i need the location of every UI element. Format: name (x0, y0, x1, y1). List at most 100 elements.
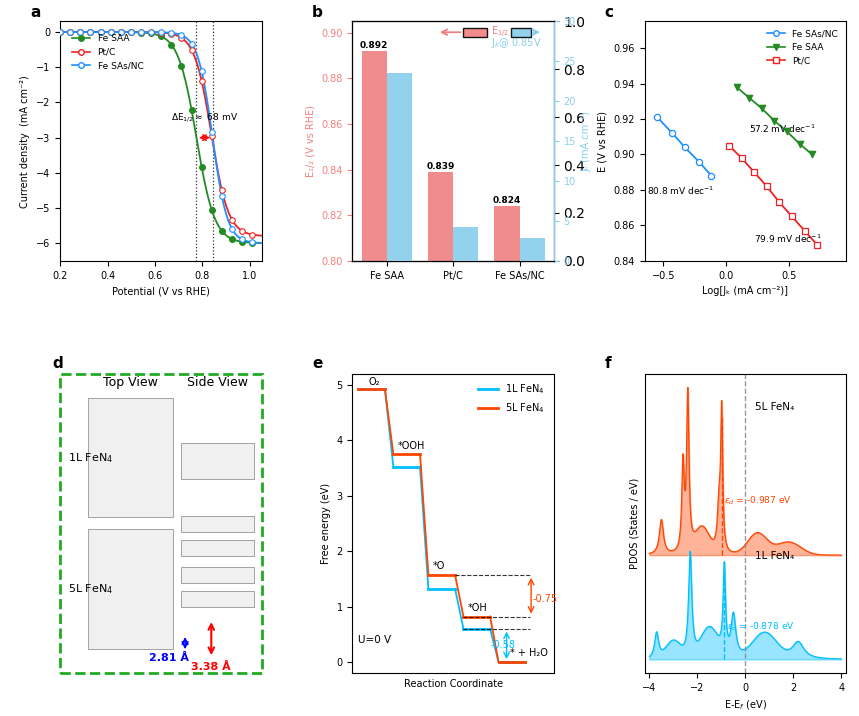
Text: e: e (312, 356, 322, 371)
Point (83, 26, 97, 38)
Point (155, 31, 168, 42)
Point (225, 233, 239, 245)
Bar (181, 540, 253, 556)
Text: 1L FeN₄: 1L FeN₄ (755, 551, 795, 561)
Bar (88, 529, 173, 649)
Y-axis label: Jₖ (mA cm⁻²): Jₖ (mA cm⁻²) (582, 111, 592, 172)
Bar (88, 398, 173, 518)
Point (104, 26, 118, 38)
Text: 80.8 mV dec$^{-1}$: 80.8 mV dec$^{-1}$ (647, 185, 715, 197)
Text: -0.75: -0.75 (533, 594, 558, 604)
Y-axis label: E (V vs RHE): E (V vs RHE) (598, 111, 608, 172)
Point (64, 26, 77, 38)
Text: * + H₂O: * + H₂O (510, 649, 548, 659)
Text: a: a (30, 5, 40, 20)
Text: O₂: O₂ (369, 377, 380, 387)
Point (53, 26, 67, 38)
Text: J$_k$@ 0.85V: J$_k$@ 0.85V (491, 36, 542, 50)
Point (760, 180, 774, 192)
Point (810, 239, 824, 251)
Point (64, 26, 77, 38)
Text: 3.38 Å: 3.38 Å (192, 662, 231, 672)
Point (83, 26, 97, 38)
Point (104, 26, 118, 38)
Point (94, 26, 107, 38)
Point (155, 26, 168, 38)
Point (704, 170, 718, 181)
Point (722, 140, 736, 151)
Point (742, 92, 756, 103)
Legend: Fe SAA, Pt/C, Fe SAs/NC: Fe SAA, Pt/C, Fe SAs/NC (69, 31, 147, 74)
Point (134, 26, 148, 38)
Bar (181, 516, 253, 533)
Text: $\epsilon_d$ = -0.878 eV: $\epsilon_d$ = -0.878 eV (727, 620, 795, 632)
Point (144, 26, 158, 38)
X-axis label: Reaction Coordinate: Reaction Coordinate (404, 679, 503, 689)
Point (729, 82, 743, 93)
Point (134, 26, 148, 38)
Text: 2.81 Å: 2.81 Å (149, 653, 189, 663)
Point (164, 39, 178, 50)
Point (205, 126, 219, 137)
Y-axis label: E₁/₂ (V vs RHE): E₁/₂ (V vs RHE) (306, 105, 315, 177)
Point (114, 26, 128, 38)
Point (53, 26, 67, 38)
Y-axis label: Current density  (mA cm⁻²): Current density (mA cm⁻²) (21, 74, 30, 208)
Point (124, 26, 137, 38)
Point (678, 142, 691, 153)
Legend: Fe SAs/NC, Fe SAA, Pt/C: Fe SAs/NC, Fe SAA, Pt/C (764, 26, 842, 69)
Bar (454, 227, 478, 261)
Bar (387, 73, 412, 261)
X-axis label: E-E$_f$ (eV): E-E$_f$ (eV) (724, 698, 767, 712)
Point (215, 190, 228, 202)
Bar (520, 238, 545, 261)
Point (734, 153, 748, 164)
Point (235, 236, 249, 248)
Point (83, 26, 97, 38)
Point (235, 233, 249, 245)
Point (195, 161, 209, 173)
Point (144, 26, 158, 38)
Point (246, 229, 259, 241)
Point (185, 44, 198, 56)
Text: *O: *O (433, 561, 445, 571)
Y-axis label: PDOS (States / eV): PDOS (States / eV) (629, 478, 639, 569)
Point (805, 149, 819, 160)
Text: f: f (604, 356, 611, 371)
Text: E$_{1/2}$: E$_{1/2}$ (491, 24, 509, 40)
X-axis label: Potential (V vs RHE): Potential (V vs RHE) (112, 286, 210, 296)
Point (767, 115, 781, 127)
Text: b: b (312, 5, 323, 20)
Point (74, 26, 88, 38)
Point (691, 156, 705, 168)
Point (772, 197, 786, 208)
Point (134, 26, 148, 38)
X-axis label: Log[Jₖ (mA cm⁻²)]: Log[Jₖ (mA cm⁻²)] (703, 286, 789, 296)
Text: *OH: *OH (468, 603, 488, 613)
Point (235, 225, 249, 236)
Text: Side View: Side View (186, 376, 248, 389)
Point (780, 126, 794, 137)
Point (124, 26, 137, 38)
Point (174, 29, 188, 41)
Text: 1L FeN$_4$: 1L FeN$_4$ (68, 451, 113, 465)
Bar (494, 206, 520, 716)
Point (94, 26, 107, 38)
Text: 5L FeN$_4$: 5L FeN$_4$ (68, 582, 113, 596)
Point (53, 26, 67, 38)
Point (185, 38, 198, 49)
Bar (428, 172, 454, 716)
Point (64, 26, 77, 38)
Text: $\epsilon_d$ = -0.987 eV: $\epsilon_d$ = -0.987 eV (724, 494, 792, 506)
Text: 5L FeN₄: 5L FeN₄ (755, 402, 795, 412)
Point (174, 60, 188, 72)
Point (755, 102, 769, 114)
Text: c: c (604, 5, 613, 20)
Text: 79.9 mV dec$^{-1}$: 79.9 mV dec$^{-1}$ (754, 233, 822, 245)
Point (205, 131, 219, 142)
Bar (181, 591, 253, 607)
Point (747, 166, 761, 178)
Point (164, 28, 178, 39)
Bar (181, 442, 253, 478)
FancyBboxPatch shape (510, 28, 531, 37)
